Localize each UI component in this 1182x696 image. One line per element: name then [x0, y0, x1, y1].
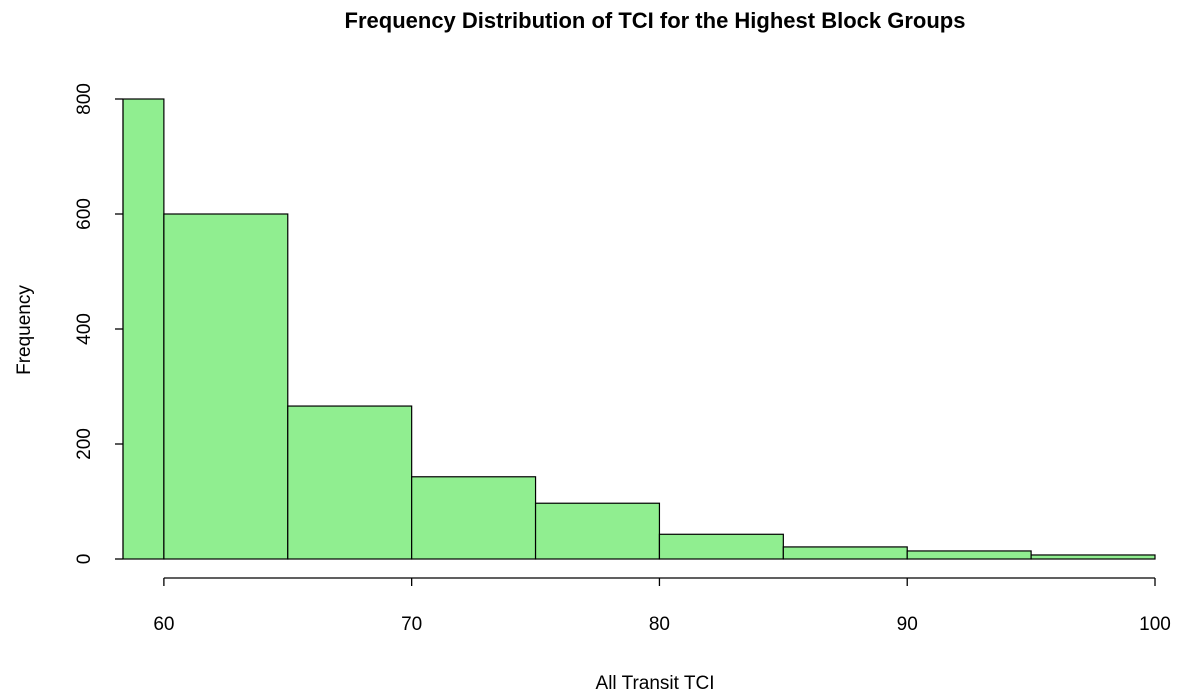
bar	[782, 546, 908, 560]
y-tick-label: 600	[74, 198, 95, 230]
y-tick-label: 0	[74, 554, 95, 565]
y-tick-label: 800	[74, 83, 95, 115]
bar	[1030, 554, 1156, 560]
bar	[163, 213, 289, 560]
x-tick-label: 100	[1139, 614, 1171, 635]
x-axis-label: All Transit TCI	[596, 673, 715, 694]
y-tick-label: 400	[74, 313, 95, 345]
x-tick-label: 60	[153, 614, 174, 635]
bar	[287, 405, 413, 560]
y-tick-label: 200	[74, 428, 95, 460]
x-tick-label: 80	[649, 614, 670, 635]
bar	[658, 533, 784, 560]
bar	[411, 476, 537, 560]
bar	[123, 98, 165, 560]
bars	[123, 98, 1156, 560]
x-tick-label: 90	[897, 614, 918, 635]
bar	[534, 502, 661, 560]
y-axis-label: Frequency	[14, 285, 35, 375]
x-tick-label: 70	[401, 614, 422, 635]
chart-title: Frequency Distribution of TCI for the Hi…	[345, 8, 966, 33]
bar	[906, 550, 1032, 560]
